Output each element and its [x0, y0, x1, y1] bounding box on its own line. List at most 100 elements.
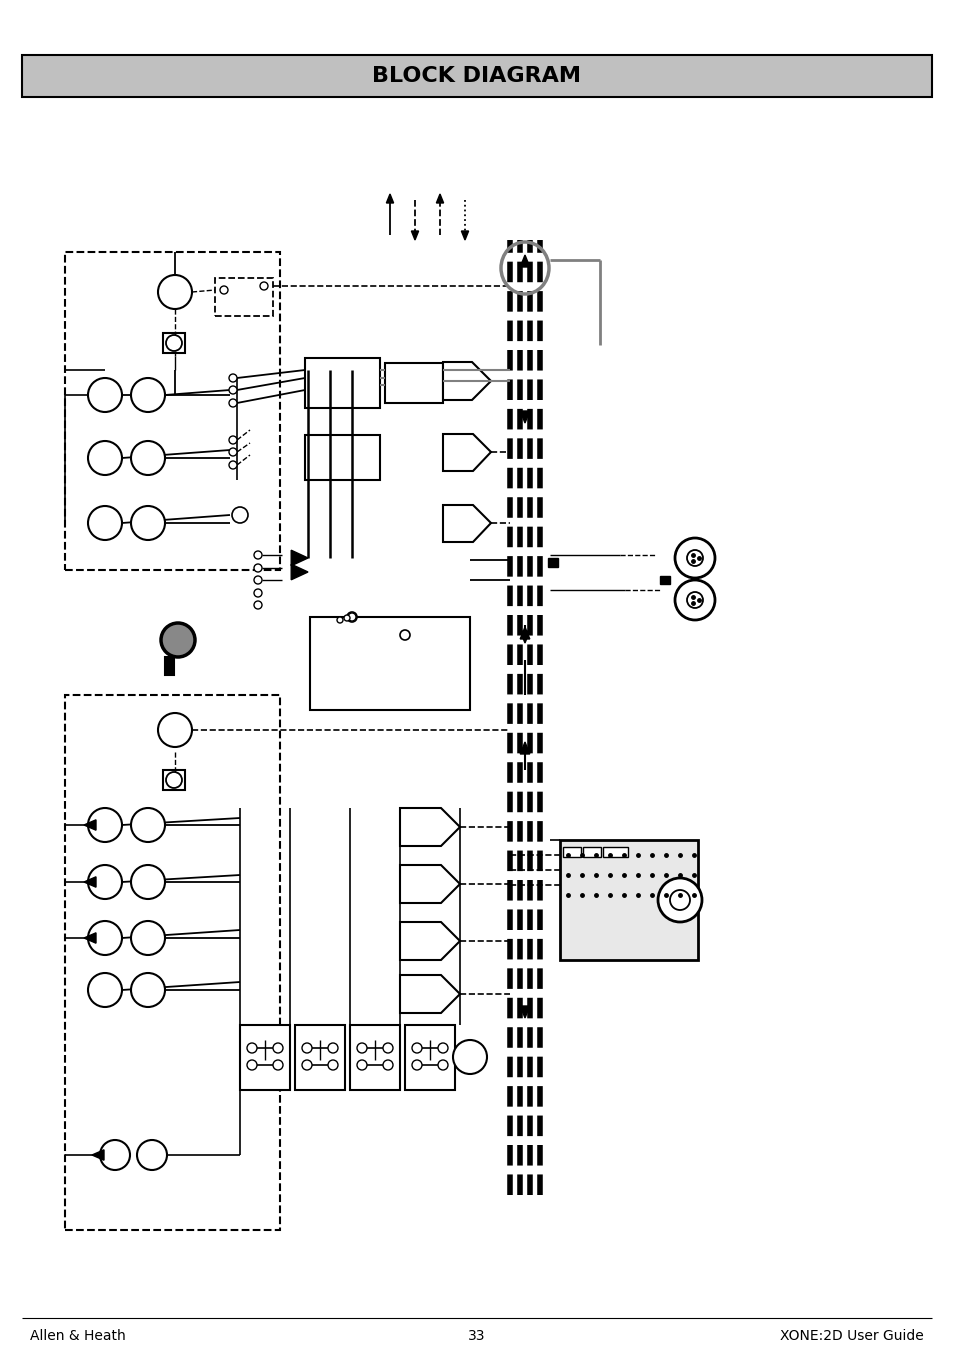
Circle shape: [229, 399, 236, 407]
Bar: [659, 576, 669, 584]
Circle shape: [247, 1061, 256, 1070]
Circle shape: [131, 507, 165, 540]
Polygon shape: [519, 411, 529, 423]
Bar: [65, 253, 280, 570]
Polygon shape: [436, 195, 443, 203]
Circle shape: [273, 1061, 283, 1070]
Circle shape: [253, 589, 262, 597]
Polygon shape: [442, 362, 491, 400]
Circle shape: [131, 921, 165, 955]
Polygon shape: [399, 808, 459, 846]
Circle shape: [253, 551, 262, 559]
Bar: [165, 657, 173, 676]
Bar: [294, 1025, 345, 1090]
Polygon shape: [519, 742, 529, 754]
Circle shape: [412, 1061, 421, 1070]
Circle shape: [88, 921, 122, 955]
Polygon shape: [411, 231, 418, 240]
Bar: [305, 358, 379, 408]
Circle shape: [88, 973, 122, 1006]
Circle shape: [253, 563, 262, 571]
Polygon shape: [519, 631, 529, 643]
Polygon shape: [399, 865, 459, 902]
Circle shape: [220, 286, 228, 295]
Text: BLOCK DIAGRAM: BLOCK DIAGRAM: [372, 66, 581, 86]
Circle shape: [253, 601, 262, 609]
Polygon shape: [84, 932, 96, 943]
Circle shape: [161, 623, 194, 657]
Circle shape: [328, 1061, 337, 1070]
Bar: [350, 1025, 399, 1090]
Circle shape: [302, 1061, 312, 1070]
Bar: [562, 847, 580, 857]
Circle shape: [356, 1061, 367, 1070]
Polygon shape: [386, 195, 394, 203]
Bar: [22, 55, 931, 97]
Circle shape: [131, 378, 165, 412]
Circle shape: [412, 1043, 421, 1052]
Circle shape: [229, 436, 236, 444]
Circle shape: [437, 1043, 448, 1052]
Polygon shape: [399, 921, 459, 961]
Polygon shape: [442, 434, 491, 471]
Polygon shape: [399, 975, 459, 1013]
Circle shape: [88, 378, 122, 412]
Circle shape: [348, 613, 355, 621]
Circle shape: [166, 771, 182, 788]
Polygon shape: [519, 627, 529, 639]
Bar: [65, 694, 280, 1229]
Circle shape: [229, 449, 236, 457]
Circle shape: [437, 1061, 448, 1070]
Bar: [214, 278, 273, 316]
Polygon shape: [291, 565, 308, 580]
Circle shape: [453, 1040, 486, 1074]
Polygon shape: [84, 820, 96, 831]
Polygon shape: [291, 550, 308, 566]
Circle shape: [88, 865, 122, 898]
Polygon shape: [91, 1150, 104, 1161]
Circle shape: [131, 440, 165, 476]
Circle shape: [166, 335, 182, 351]
Circle shape: [273, 1043, 283, 1052]
Circle shape: [131, 865, 165, 898]
Circle shape: [675, 538, 714, 578]
Bar: [405, 1025, 455, 1090]
Circle shape: [382, 1061, 393, 1070]
Polygon shape: [519, 1006, 529, 1019]
Bar: [559, 840, 698, 961]
Circle shape: [100, 1140, 130, 1170]
Circle shape: [253, 576, 262, 584]
Circle shape: [686, 592, 702, 608]
Bar: [385, 363, 442, 403]
Circle shape: [302, 1043, 312, 1052]
Circle shape: [382, 1043, 393, 1052]
Circle shape: [399, 630, 410, 640]
Bar: [163, 770, 185, 790]
Circle shape: [137, 1140, 167, 1170]
Circle shape: [88, 507, 122, 540]
Circle shape: [229, 386, 236, 394]
Circle shape: [347, 612, 356, 621]
Polygon shape: [461, 231, 468, 240]
Circle shape: [336, 617, 343, 623]
Circle shape: [131, 973, 165, 1006]
Circle shape: [229, 374, 236, 382]
Bar: [163, 332, 185, 353]
Circle shape: [328, 1043, 337, 1052]
Text: Allen & Heath: Allen & Heath: [30, 1329, 126, 1343]
Circle shape: [158, 713, 192, 747]
Circle shape: [675, 580, 714, 620]
Circle shape: [260, 282, 268, 290]
Circle shape: [247, 1043, 256, 1052]
Text: 33: 33: [468, 1329, 485, 1343]
Circle shape: [658, 878, 701, 921]
Circle shape: [88, 808, 122, 842]
Text: XONE:2D User Guide: XONE:2D User Guide: [780, 1329, 923, 1343]
Circle shape: [356, 1043, 367, 1052]
Circle shape: [229, 461, 236, 469]
Bar: [310, 617, 470, 711]
Polygon shape: [442, 505, 491, 542]
Bar: [602, 847, 627, 857]
Circle shape: [344, 615, 350, 621]
Circle shape: [88, 440, 122, 476]
